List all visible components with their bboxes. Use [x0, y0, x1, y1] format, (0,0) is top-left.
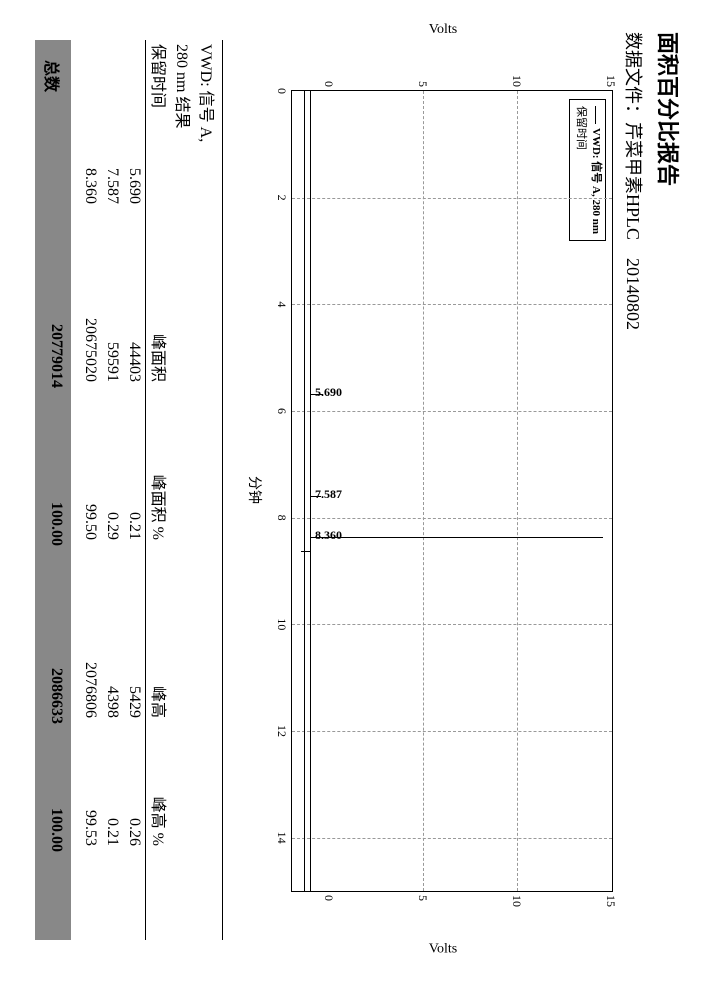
cell-rt: 7.587 — [101, 50, 123, 208]
table-row: 5.690444030.2154290.26 — [123, 50, 145, 940]
report-title: 面积百分比报告 — [653, 32, 685, 1000]
col-heightpct: 峰高 % — [146, 722, 174, 850]
datafile-date: 20140802 — [623, 258, 643, 330]
datafile-name: 芹菜甲素HPLC — [623, 122, 643, 240]
totals-area: 20779014 — [39, 214, 67, 392]
datafile-label: 数据文件： — [623, 32, 643, 122]
y-axis-label-left: Volts — [429, 22, 458, 38]
peak-label: 8.360 — [315, 528, 342, 543]
table-body: 5.690444030.2154290.267.587595910.294398… — [79, 40, 145, 940]
cell-areapct: 0.21 — [123, 386, 145, 544]
x-axis-label: 分钟 — [245, 476, 265, 504]
table-row: 8.3602067502099.50207680699.53 — [79, 50, 101, 940]
col-rt: 保留时间 — [148, 44, 172, 204]
x-tick: 6 — [274, 401, 289, 421]
x-tick: 0 — [274, 81, 289, 101]
cell-height: 4398 — [101, 544, 123, 722]
page: 面积百分比报告 数据文件：芹菜甲素HPLC 20140802 Volts Vol… — [0, 0, 703, 1000]
x-tick: 4 — [274, 294, 289, 314]
cell-heightpct: 0.26 — [123, 722, 145, 850]
totals-heightpct: 100.00 — [39, 728, 67, 856]
cell-height: 5429 — [123, 544, 145, 722]
y-tick: 5 — [418, 61, 430, 87]
y-tick-right: 0 — [324, 895, 336, 921]
legend-line-icon — [595, 106, 596, 124]
col-area: 峰面积 — [146, 208, 174, 386]
table-row: 7.587595910.2943980.21 — [101, 50, 123, 940]
cell-height: 2076806 — [79, 544, 101, 722]
cell-area: 44403 — [123, 208, 145, 386]
signal-header-l1: VWD: 信号 A, — [196, 44, 220, 204]
y-tick-right: 10 — [512, 895, 524, 921]
y-tick-right: 5 — [418, 895, 430, 921]
legend: VWD: 信号 A, 280 nm 保留时间 — [569, 99, 606, 241]
x-tick: 10 — [274, 614, 289, 634]
chromatogram-chart: Volts Volts VWD: 信号 A, 280 nm 保留时间 02468… — [273, 60, 613, 920]
cell-rt: 8.360 — [79, 50, 101, 208]
cell-areapct: 0.29 — [101, 386, 123, 544]
totals-areapct: 100.00 — [39, 392, 67, 550]
x-tick: 2 — [274, 188, 289, 208]
cell-heightpct: 0.21 — [101, 722, 123, 850]
cell-area: 20675020 — [79, 208, 101, 386]
x-tick: 8 — [274, 508, 289, 528]
x-tick: 14 — [274, 828, 289, 848]
peak-label: 5.690 — [315, 385, 342, 400]
cell-rt: 5.690 — [123, 50, 145, 208]
col-areapct: 峰面积 % — [146, 386, 174, 544]
plot-area: VWD: 信号 A, 280 nm 保留时间 02468101214005510… — [291, 90, 613, 892]
legend-text-2: 保留时间 — [572, 106, 587, 234]
results-table: VWD: 信号 A, 280 nm 结果 保留时间 峰面积 峰面积 % 峰高 峰… — [35, 40, 223, 940]
col-height: 峰高 — [146, 544, 174, 722]
legend-text-1: VWD: 信号 A, 280 nm — [590, 128, 602, 234]
signal-header: VWD: 信号 A, 280 nm 结果 保留时间 — [146, 40, 222, 208]
totals-label: 总数 — [39, 40, 67, 214]
table-header: VWD: 信号 A, 280 nm 结果 保留时间 峰面积 峰面积 % 峰高 峰… — [145, 40, 223, 940]
x-tick: 12 — [274, 721, 289, 741]
totals-row: 总数 20779014 100.00 2086633 100.00 — [35, 40, 71, 940]
y-tick: 15 — [606, 61, 618, 87]
cell-area: 59591 — [101, 208, 123, 386]
y-tick-right: 15 — [606, 895, 618, 921]
cell-heightpct: 99.53 — [79, 722, 101, 850]
cell-areapct: 99.50 — [79, 386, 101, 544]
signal-header-l2: 280 nm 结果 — [172, 44, 196, 204]
totals-height: 2086633 — [39, 550, 67, 728]
datafile-line: 数据文件：芹菜甲素HPLC 20140802 — [621, 32, 647, 1000]
y-tick: 0 — [324, 61, 336, 87]
y-axis-label-right: Volts — [429, 942, 458, 958]
peak-label: 7.587 — [315, 487, 342, 502]
y-tick: 10 — [512, 61, 524, 87]
